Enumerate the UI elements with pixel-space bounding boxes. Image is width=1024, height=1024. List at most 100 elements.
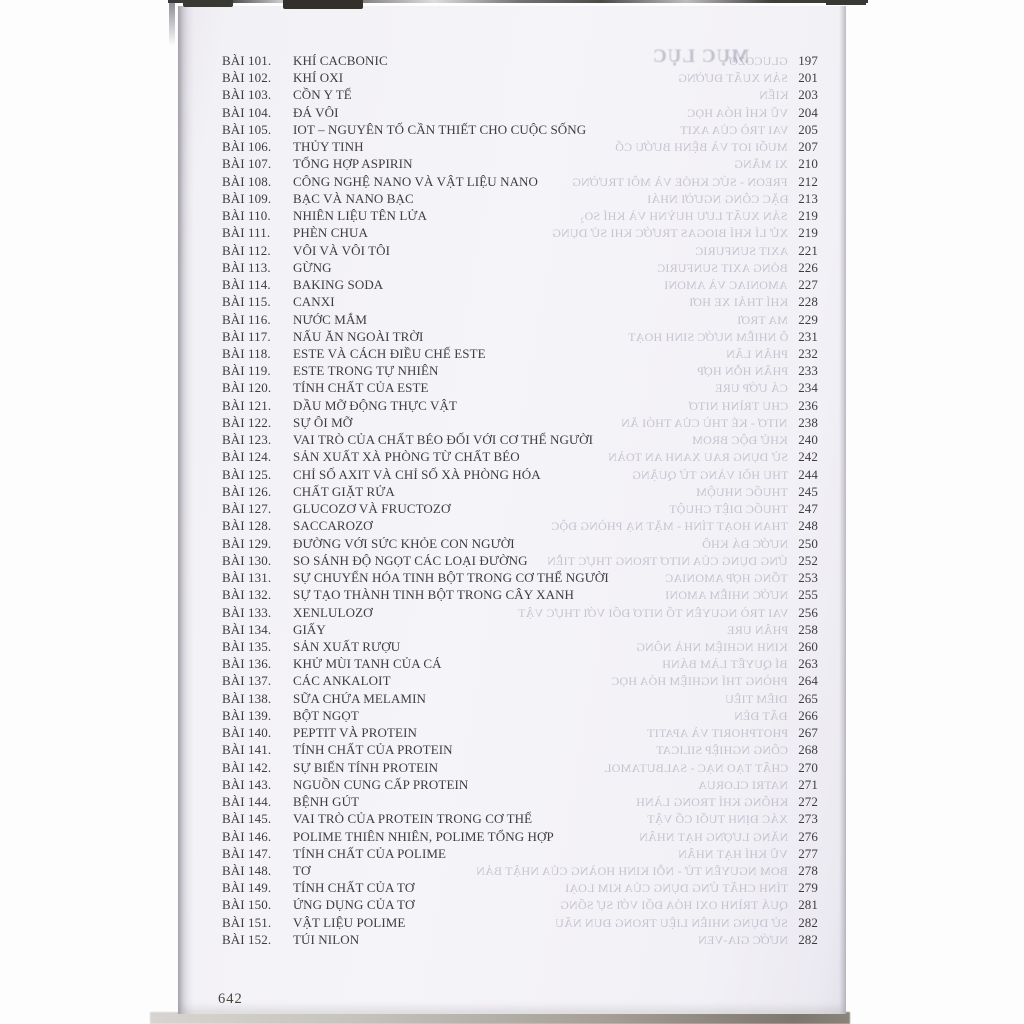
toc-entry-label: BÀI 126. — [222, 483, 272, 499]
toc-entry-page: 236 — [798, 397, 818, 413]
toc-row: BÀI 150. ỨNG DỤNG CỦA TƠ 281 — [222, 896, 818, 913]
toc-entry-title: NẤU ĂN NGOÀI TRỜI — [293, 328, 424, 344]
toc-entry-page: 256 — [798, 604, 818, 620]
toc-row: BÀI 147. TÍNH CHẤT CỦA POLIME 277 — [222, 845, 818, 862]
toc-entry-title: KHỬ MÙI TANH CỦA CÁ — [293, 656, 442, 672]
toc-entry-page: 238 — [798, 414, 818, 430]
toc-entry-label: BÀI 116. — [222, 311, 271, 327]
toc-entry-page: 203 — [798, 87, 818, 103]
toc-entry-title: GỪNG — [293, 259, 332, 275]
toc-entry-label: BÀI 124. — [222, 449, 272, 465]
toc-entry-page: 232 — [798, 345, 818, 361]
toc-entry-label: BÀI 151. — [222, 914, 272, 930]
toc-row: BÀI 119. ESTE TRONG TỰ NHIÊN 233 — [222, 362, 818, 379]
toc-row: BÀI 117. NẤU ĂN NGOÀI TRỜI 231 — [222, 328, 818, 345]
toc-entry-page: 255 — [798, 587, 818, 603]
toc-entry-page: 270 — [798, 759, 818, 775]
toc-row: BÀI 106. THỦY TINH 207 — [222, 138, 818, 155]
toc-row: BÀI 133. XENLULOZƠ 256 — [222, 604, 818, 621]
toc-entry-page: 258 — [798, 621, 818, 637]
toc-entry-title: BỘT NGỌT — [293, 707, 359, 723]
toc-entry-title: ĐÁ VÔI — [293, 104, 339, 120]
table-of-contents: BÀI 101. KHÍ CACBONIC 197 BÀI 102. KHÍ OXI 20… — [222, 52, 818, 948]
toc-row: BÀI 111. PHÈN CHUA 219 — [222, 224, 818, 241]
toc-row: BÀI 141. TÍNH CHẤT CỦA PROTEIN 268 — [222, 741, 818, 758]
toc-row: BÀI 144. BỆNH GÚT 272 — [222, 793, 818, 810]
toc-entry-title: GLUCOZƠ VÀ FRUCTOZƠ — [293, 501, 451, 517]
toc-row: BÀI 139. BỘT NGỌT 266 — [222, 707, 818, 724]
toc-row: BÀI 128. SACCAROZƠ 248 — [222, 517, 818, 534]
toc-entry-label: BÀI 152. — [222, 931, 272, 947]
toc-entry-title: ĐƯỜNG VỚI SỨC KHỎE CON NGƯỜI — [293, 535, 515, 551]
toc-entry-label: BÀI 138. — [222, 690, 272, 706]
toc-row: BÀI 122. SỰ ÔI MỠ 238 — [222, 414, 818, 431]
toc-entry-label: BÀI 123. — [222, 432, 272, 448]
toc-entry-page: 227 — [798, 277, 818, 293]
toc-row: BÀI 121. DẦU MỠ ĐỘNG THỰC VẬT 236 — [222, 397, 818, 414]
toc-entry-label: BÀI 145. — [222, 811, 272, 827]
toc-row: BÀI 146. POLIME THIÊN NHIÊN, POLIME TỔNG … — [222, 828, 818, 845]
toc-row: BÀI 136. KHỬ MÙI TANH CỦA CÁ 263 — [222, 655, 818, 672]
toc-entry-label: BÀI 113. — [222, 259, 271, 275]
toc-entry-label: BÀI 141. — [222, 742, 272, 758]
toc-entry-title: GIẤY — [293, 621, 326, 637]
toc-entry-page: 281 — [798, 897, 818, 913]
toc-entry-label: BÀI 110. — [222, 208, 271, 224]
toc-row: BÀI 103. CỒN Y TẾ 203 — [222, 86, 818, 103]
toc-entry-title: CHỈ SỐ AXIT VÀ CHỈ SỐ XÀ PHÒNG HÓA — [293, 466, 541, 482]
toc-entry-page: 233 — [798, 363, 818, 379]
toc-row: BÀI 104. ĐÁ VÔI 204 — [222, 104, 818, 121]
toc-entry-title: ESTE VÀ CÁCH ĐIỀU CHẾ ESTE — [293, 345, 486, 361]
toc-entry-page: 264 — [798, 673, 818, 689]
toc-row: BÀI 138. SỮA CHỨA MELAMIN 265 — [222, 690, 818, 707]
toc-entry-title: CÁC ANKALOIT — [293, 673, 391, 689]
toc-entry-page: 226 — [798, 259, 818, 275]
toc-entry-label: BÀI 140. — [222, 725, 272, 741]
toc-row: BÀI 152. TÚI NILON 282 — [222, 931, 818, 948]
toc-entry-page: 240 — [798, 432, 818, 448]
toc-row: BÀI 112. VÔI VÀ VÔI TÔI 221 — [222, 242, 818, 259]
scan-artifact — [826, 0, 866, 5]
toc-entry-label: BÀI 149. — [222, 880, 272, 896]
toc-row: BÀI 132. SỰ TẠO THÀNH TINH BỘT TRONG CÂY … — [222, 586, 818, 603]
toc-entry-page: 244 — [798, 466, 818, 482]
toc-entry-title: SỰ CHUYỂN HÓA TINH BỘT TRONG CƠ THỂ NGƯỜ… — [293, 570, 609, 586]
toc-row: BÀI 143. NGUỒN CUNG CẤP PROTEIN 271 — [222, 776, 818, 793]
scan-artifact — [183, 0, 233, 7]
toc-entry-label: BÀI 111. — [222, 225, 271, 241]
toc-entry-title: THỦY TINH — [293, 139, 364, 155]
toc-entry-page: 278 — [798, 863, 818, 879]
toc-row: BÀI 115. CANXI 228 — [222, 293, 818, 310]
toc-row: BÀI 125. CHỈ SỐ AXIT VÀ CHỈ SỐ XÀ PHÒNG H… — [222, 466, 818, 483]
toc-entry-page: 229 — [798, 311, 818, 327]
toc-entry-title: CÔNG NGHỆ NANO VÀ VẬT LIỆU NANO — [293, 173, 539, 189]
toc-entry-label: BÀI 150. — [222, 897, 272, 913]
toc-entry-title: NHIÊN LIỆU TÊN LỬA — [293, 208, 428, 224]
toc-entry-label: BÀI 109. — [222, 190, 272, 206]
toc-entry-title: BAKING SODA — [293, 277, 384, 293]
toc-entry-page: 252 — [798, 552, 818, 568]
toc-entry-label: BÀI 127. — [222, 501, 272, 517]
toc-entry-page: 271 — [798, 776, 818, 792]
toc-row: BÀI 107. TỔNG HỢP ASPIRIN 210 — [222, 155, 818, 172]
toc-entry-title: VẬT LIỆU POLIME — [293, 914, 406, 930]
toc-entry-page: 276 — [798, 828, 818, 844]
toc-entry-label: BÀI 134. — [222, 621, 272, 637]
toc-row: BÀI 131. SỰ CHUYỂN HÓA TINH BỘT TRONG CƠ … — [222, 569, 818, 586]
toc-entry-title: KHÍ CACBONIC — [293, 53, 388, 68]
toc-entry-page: 245 — [798, 483, 818, 499]
toc-entry-label: BÀI 148. — [222, 863, 272, 879]
toc-entry-title: ESTE TRONG TỰ NHIÊN — [293, 363, 439, 379]
toc-entry-label: BÀI 107. — [222, 156, 272, 172]
toc-entry-page: 212 — [798, 173, 818, 189]
toc-entry-label: BÀI 132. — [222, 587, 272, 603]
toc-entry-page: 277 — [798, 845, 818, 861]
toc-entry-title: DẦU MỠ ĐỘNG THỰC VẬT — [293, 397, 457, 413]
toc-entry-label: BÀI 133. — [222, 604, 272, 620]
toc-entry-title: XENLULOZƠ — [293, 604, 373, 620]
toc-entry-title: SỰ BIẾN TÍNH PROTEIN — [293, 759, 439, 775]
toc-row: BÀI 101. KHÍ CACBONIC 197 — [222, 52, 818, 69]
toc-entry-label: BÀI 122. — [222, 414, 272, 430]
toc-entry-page: 267 — [798, 725, 818, 741]
toc-entry-label: BÀI 136. — [222, 656, 272, 672]
